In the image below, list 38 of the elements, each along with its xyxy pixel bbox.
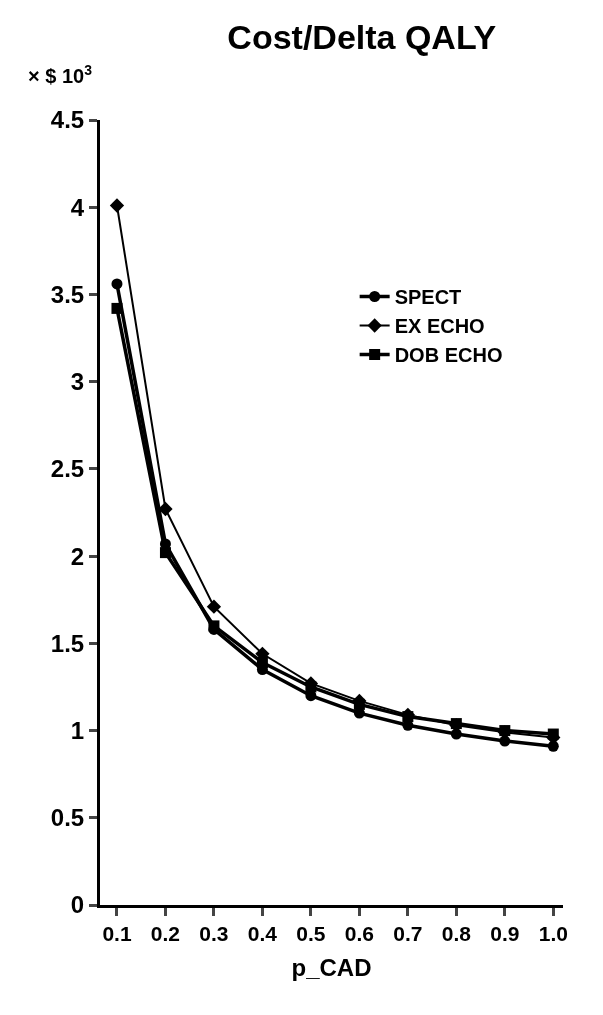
y-tick-label: 0 — [70, 891, 85, 919]
x-tick-label: 0.5 — [296, 922, 326, 946]
legend-label: EX ECHO — [394, 315, 485, 338]
x-tick-label: 1.0 — [538, 922, 568, 946]
point — [206, 599, 222, 614]
point — [111, 302, 123, 314]
y-tick-label: 2.5 — [50, 455, 85, 483]
point — [353, 698, 365, 710]
point — [450, 718, 462, 730]
x-tick-label: 0.4 — [247, 922, 278, 946]
legend-label: SPECT — [394, 286, 462, 309]
y-tick-label: 0.5 — [50, 804, 85, 832]
x-tick-label: 0.9 — [490, 922, 520, 946]
y-tick-label: 4 — [70, 193, 85, 221]
legend-label: DOB ECHO — [394, 344, 503, 367]
x-axis-title: p_CAD — [291, 953, 372, 981]
point — [305, 681, 317, 693]
point — [111, 278, 123, 290]
point — [159, 547, 171, 559]
y-tick-label: 3.5 — [50, 280, 85, 308]
x-tick-label: 0.6 — [344, 922, 374, 946]
chart-title: Cost/Delta QALY — [227, 18, 497, 57]
point — [256, 657, 268, 669]
y-tick-label: 2 — [70, 542, 85, 570]
y-axis-title: × $ 10$^{3}$ — [28, 62, 93, 88]
x-tick-label: 0.3 — [199, 922, 229, 946]
x-tick-label: 0.7 — [393, 922, 423, 946]
point — [547, 728, 559, 740]
point — [158, 501, 173, 517]
x-tick-label: 0.8 — [441, 922, 472, 946]
point — [402, 711, 414, 723]
y-tick-label: 1 — [70, 716, 85, 744]
x-tick-label: 0.1 — [102, 922, 132, 946]
point — [109, 198, 125, 213]
y-tick-label: 4.5 — [50, 106, 85, 134]
x-tick-label: 0.2 — [150, 922, 181, 946]
y-tick-label: 1.5 — [50, 629, 85, 657]
y-tick-label: 3 — [70, 368, 85, 396]
